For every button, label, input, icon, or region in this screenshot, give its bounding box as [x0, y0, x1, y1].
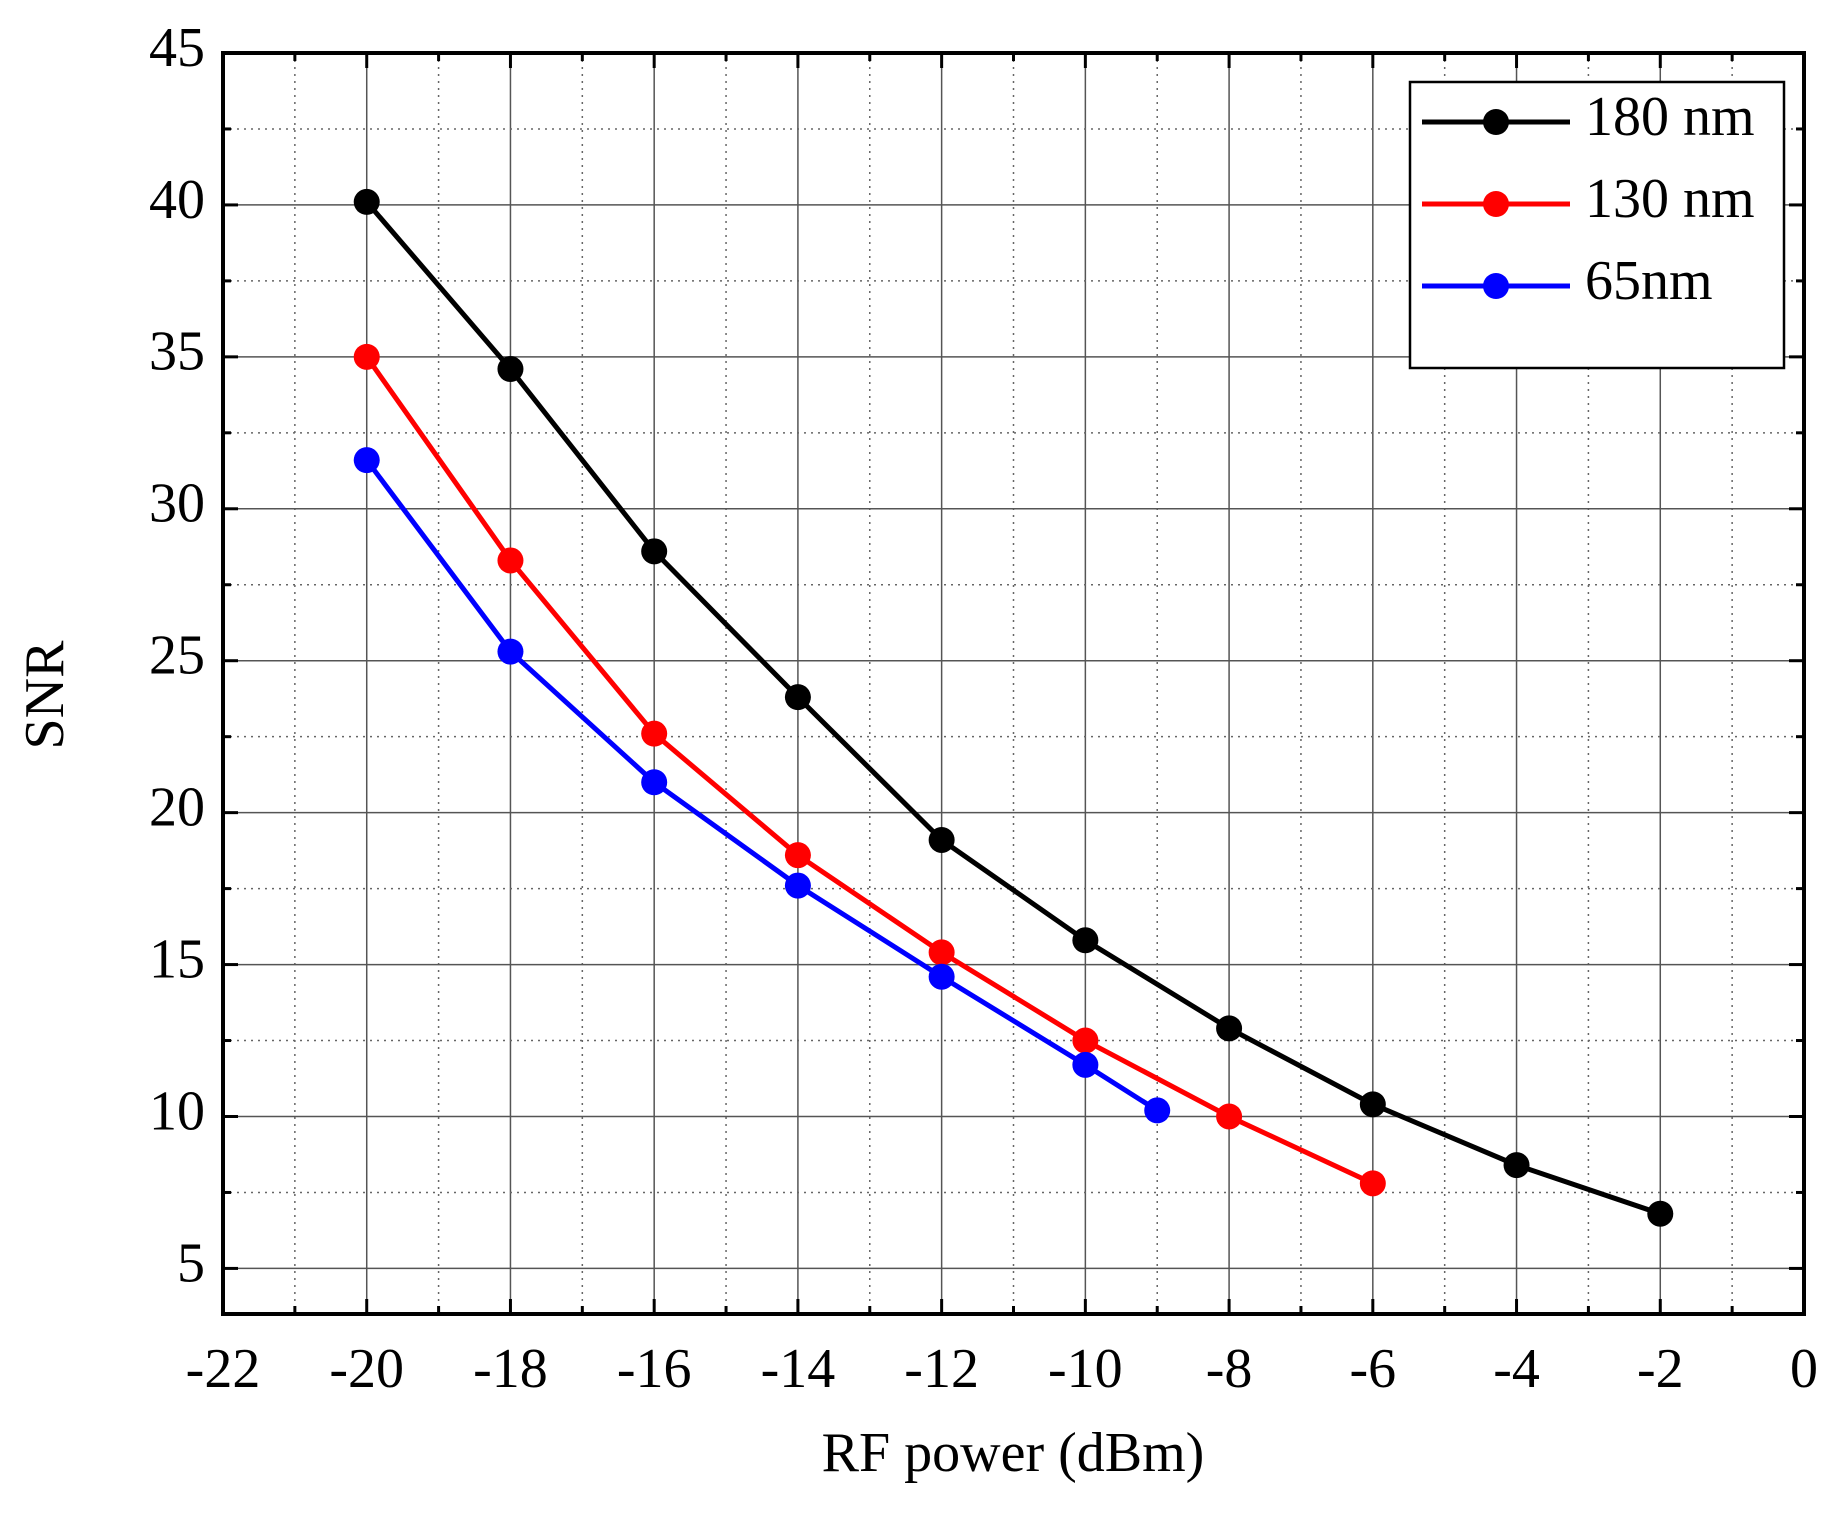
data-point	[641, 720, 668, 747]
x-tick-label: -18	[473, 1338, 548, 1400]
data-point	[928, 826, 955, 853]
legend-marker	[1483, 273, 1509, 299]
data-point	[1216, 1103, 1243, 1130]
data-point	[928, 939, 955, 966]
data-point	[641, 769, 668, 796]
data-point	[1503, 1152, 1530, 1179]
y-tick-label: 30	[149, 473, 205, 535]
legend-marker	[1483, 191, 1509, 217]
data-point	[353, 447, 380, 474]
x-tick-label: -2	[1637, 1338, 1684, 1400]
legend-box	[1408, 80, 1786, 370]
x-tick-label: -6	[1349, 1338, 1396, 1400]
legend-label: 65nm	[1585, 250, 1713, 312]
data-point	[1359, 1091, 1386, 1118]
data-point	[1647, 1200, 1674, 1227]
y-tick-label: 25	[149, 625, 205, 687]
y-tick-label: 15	[149, 928, 205, 990]
legend-marker	[1483, 109, 1509, 135]
series-line	[364, 355, 1374, 1186]
data-point	[784, 684, 811, 711]
x-tick-label: -8	[1206, 1338, 1253, 1400]
y-tick-label: 45	[149, 17, 205, 79]
data-point	[497, 547, 524, 574]
data-point	[784, 872, 811, 899]
y-axis-label: SNR	[14, 640, 76, 750]
y-tick-label: 5	[177, 1232, 205, 1294]
data-point	[497, 356, 524, 383]
data-point	[497, 638, 524, 665]
y-tick-label: 35	[149, 321, 205, 383]
x-tick-label: -16	[617, 1338, 692, 1400]
x-tick-label: -22	[186, 1338, 261, 1400]
plot-frame	[221, 51, 1806, 1316]
data-point	[1072, 927, 1099, 954]
x-tick-label: -10	[1048, 1338, 1123, 1400]
data-point	[641, 538, 668, 565]
data-point	[353, 343, 380, 370]
y-tick-label: 40	[149, 169, 205, 231]
legend-label: 180 nm	[1585, 86, 1755, 148]
legend-label: 130 nm	[1585, 168, 1755, 230]
data-point	[928, 963, 955, 990]
series-line	[364, 200, 1662, 1217]
data-point	[1072, 1027, 1099, 1054]
y-tick-label: 20	[149, 776, 205, 838]
data-point	[1216, 1015, 1243, 1042]
y-tick-label: 10	[149, 1080, 205, 1142]
x-tick-label: 0	[1790, 1338, 1818, 1400]
x-tick-label: -4	[1493, 1338, 1540, 1400]
data-point	[1144, 1097, 1171, 1124]
data-point	[784, 842, 811, 869]
x-tick-label: -20	[329, 1338, 404, 1400]
data-point	[1072, 1051, 1099, 1078]
x-axis-label: RF power (dBm)	[822, 1422, 1205, 1484]
x-tick-label: -14	[761, 1338, 836, 1400]
data-point	[353, 188, 380, 215]
data-point	[1359, 1170, 1386, 1197]
x-tick-label: -12	[904, 1338, 979, 1400]
